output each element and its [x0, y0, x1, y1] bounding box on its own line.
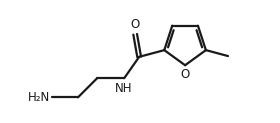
Text: H₂N: H₂N	[28, 91, 50, 104]
Text: NH: NH	[115, 82, 132, 95]
Text: O: O	[130, 18, 140, 31]
Text: O: O	[181, 68, 190, 81]
